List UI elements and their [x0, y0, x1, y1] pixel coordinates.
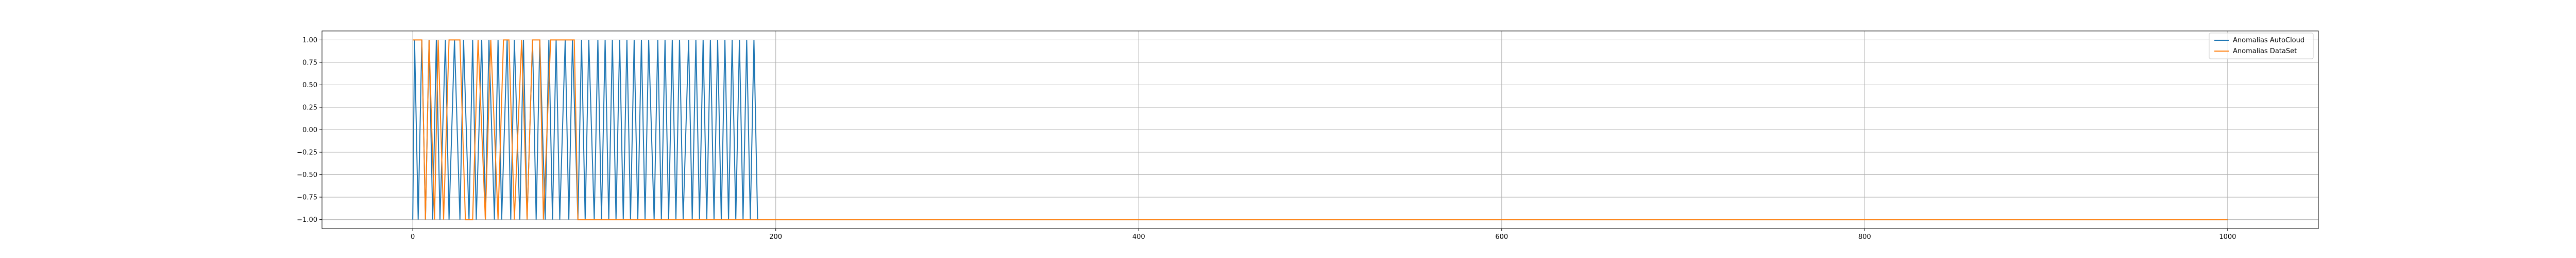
x-tick-label: 400 [1132, 233, 1145, 241]
x-tick-label: 1000 [2219, 233, 2236, 241]
series-line-dataset [413, 39, 2228, 220]
y-tick-label: 0.00 [302, 126, 317, 134]
y-tick-label: 0.75 [302, 59, 317, 67]
y-tick-label: −0.25 [297, 149, 317, 157]
y-tick-label: 1.00 [302, 37, 317, 44]
x-axis: 0 200 400 600 800 1000 [411, 229, 2236, 241]
legend-label-dataset: Anomalias DataSet [2233, 47, 2297, 55]
y-tick-label: −0.50 [297, 171, 317, 179]
x-tick-label: 200 [769, 233, 782, 241]
legend-box [2209, 33, 2314, 59]
x-tick-label: 800 [1858, 233, 1871, 241]
y-axis: 1.00 0.75 0.50 0.25 0.00 −0.25 −0.50 −0.75 −1.00 [297, 37, 322, 224]
x-tick-label: 0 [411, 233, 415, 241]
y-tick-label: 0.50 [302, 82, 317, 89]
legend-label-autocloud: Anomalias AutoCloud [2233, 37, 2304, 44]
y-tick-label: −0.75 [297, 194, 317, 202]
y-tick-label: 0.25 [302, 104, 317, 111]
legend: Anomalias AutoCloud Anomalias DataSet [2209, 33, 2314, 59]
x-tick-label: 600 [1495, 233, 1508, 241]
y-tick-label: −1.00 [297, 216, 317, 224]
series-lines [412, 39, 2228, 220]
series-line-autocloud [412, 40, 2228, 220]
